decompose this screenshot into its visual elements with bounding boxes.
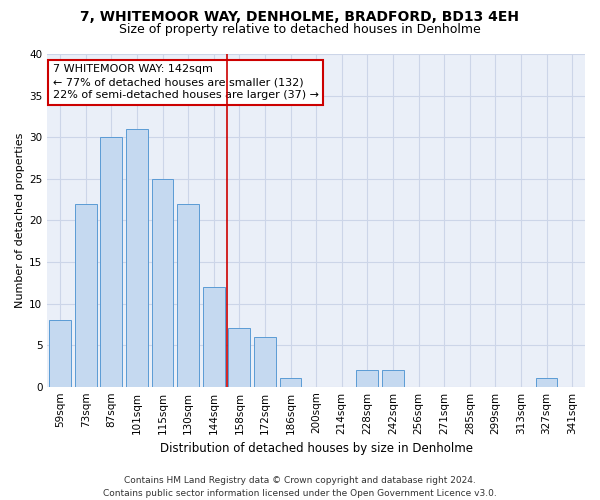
Bar — [536, 378, 557, 386]
Bar — [100, 137, 122, 386]
Bar — [382, 370, 404, 386]
Bar — [229, 328, 250, 386]
X-axis label: Distribution of detached houses by size in Denholme: Distribution of detached houses by size … — [160, 442, 473, 455]
Bar — [177, 204, 199, 386]
Text: 7, WHITEMOOR WAY, DENHOLME, BRADFORD, BD13 4EH: 7, WHITEMOOR WAY, DENHOLME, BRADFORD, BD… — [80, 10, 520, 24]
Text: 7 WHITEMOOR WAY: 142sqm
← 77% of detached houses are smaller (132)
22% of semi-d: 7 WHITEMOOR WAY: 142sqm ← 77% of detache… — [53, 64, 319, 100]
Bar — [254, 337, 276, 386]
Text: Size of property relative to detached houses in Denholme: Size of property relative to detached ho… — [119, 22, 481, 36]
Bar — [49, 320, 71, 386]
Bar — [203, 287, 224, 386]
Text: Contains HM Land Registry data © Crown copyright and database right 2024.
Contai: Contains HM Land Registry data © Crown c… — [103, 476, 497, 498]
Y-axis label: Number of detached properties: Number of detached properties — [15, 132, 25, 308]
Bar — [75, 204, 97, 386]
Bar — [280, 378, 301, 386]
Bar — [356, 370, 378, 386]
Bar — [126, 129, 148, 386]
Bar — [152, 179, 173, 386]
